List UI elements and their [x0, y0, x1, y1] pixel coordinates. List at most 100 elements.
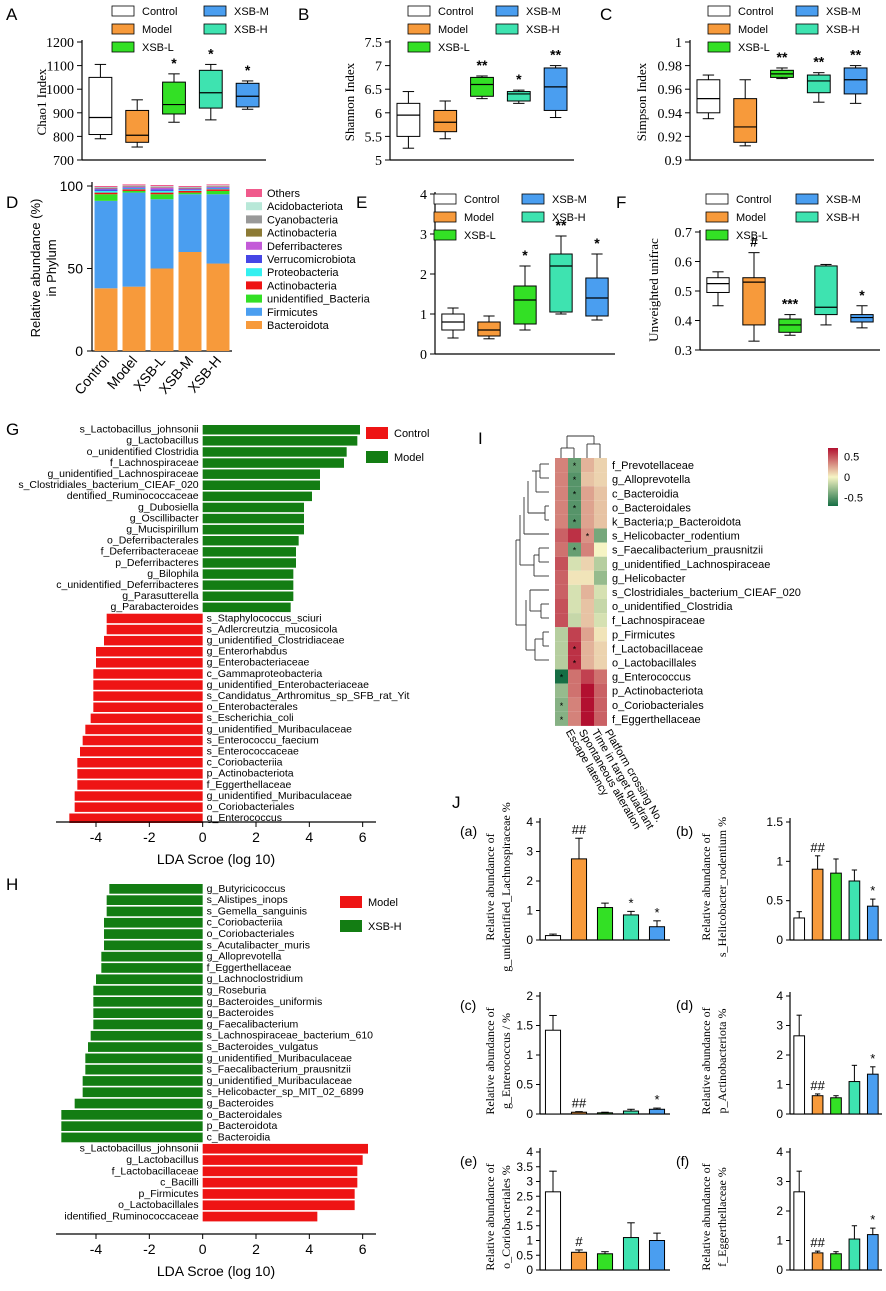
heatmap-cell	[581, 584, 594, 599]
lda-label-h: g_Lachnoclostridium	[207, 973, 304, 985]
legend-swatch-d-7	[246, 281, 262, 290]
bar-j4-xsb-m	[648, 1240, 666, 1271]
stack-segment-control-4	[94, 190, 118, 193]
heatmap-star: *	[573, 546, 577, 556]
legend-label-control: Control	[142, 6, 177, 18]
lda-bar-h	[202, 1177, 358, 1188]
lda-label-h: c_Bacteroidia	[207, 1131, 271, 1143]
bar-j2-control	[544, 1029, 562, 1115]
lda-bar-g	[202, 480, 320, 490]
heatmap-cell	[594, 584, 607, 599]
lda-label-g: g_Lactobacillus	[126, 435, 198, 447]
panel-letter-e: E	[356, 193, 367, 212]
stack-segment-xsb-l-1	[150, 199, 174, 269]
y-tick-label-j3: 2	[776, 1048, 783, 1062]
lda-label-h: c_Coriobacteriia	[207, 917, 283, 929]
y-tick-label-j1: 0	[776, 933, 783, 947]
heatmap-cell	[594, 711, 607, 726]
lda-label-g: s_Candidatus_Arthromitus_sp_SFB_rat_Yit	[207, 690, 410, 702]
y-axis-label-d-line: Relative abundance (%)	[28, 199, 43, 338]
stack-segment-xsb-m-1	[178, 194, 202, 252]
bar-j5-xsb-l	[830, 1253, 842, 1271]
box-c-xsb-h	[806, 74, 831, 94]
y-axis-label2-j1: s_Helicobacter_rodentium %	[715, 817, 729, 957]
lda-label-g: g_unidentified_Muribaculaceae	[207, 723, 353, 735]
stack-segment-control-2	[94, 194, 118, 201]
y-axis-label1-j0: Relative abundance of	[483, 833, 497, 940]
lda-label-h: s_Acutalibacter_muris	[207, 939, 310, 951]
y-tick-label-j5: 0	[776, 1263, 783, 1277]
legend-swatch-xsb-l	[705, 229, 729, 241]
legend-label-model: Model	[142, 24, 172, 36]
bar-j3-xsb-m	[866, 1073, 879, 1115]
lda-bar-g	[77, 769, 203, 779]
heatmap-row-label: c_Bacteroidia	[612, 488, 680, 500]
lda-bar-g	[93, 680, 203, 690]
heatmap-star: *	[573, 518, 577, 528]
heatmap-cell	[568, 570, 581, 585]
sig-mark-j3: *	[870, 1051, 875, 1066]
panel-letter-b: B	[298, 5, 309, 24]
stack-segment-xsb-m-3	[178, 190, 202, 193]
heatmap-cell	[555, 528, 568, 543]
heatmap-cell	[555, 542, 568, 557]
lda-bar-g	[202, 425, 360, 435]
lda-bar-h	[104, 929, 203, 939]
y-axis-label1-j5: Relative abundance of	[699, 1163, 713, 1270]
sig-mark-b-xsb-l: **	[477, 57, 488, 73]
sig-mark-c-xsb-h: **	[813, 54, 824, 70]
stack-segment-xsb-h-1	[206, 194, 230, 264]
y-tick-label-a: 1100	[47, 60, 74, 75]
stack-segment-model-6	[122, 186, 146, 188]
lda-label-h: c_Bacilli	[160, 1177, 199, 1189]
lda-bar-h	[61, 1121, 203, 1131]
lda-bar-g	[202, 569, 294, 579]
lda-label-h: g_Roseburia	[207, 985, 267, 997]
lda-label-h: p_Bacteroidota	[207, 1120, 278, 1132]
legend-label-g-0: Control	[394, 428, 429, 440]
legend-swatch-control	[407, 5, 431, 17]
legend-swatch-xsb-l	[111, 41, 135, 53]
panel-sublabel-j1: (b)	[676, 823, 693, 839]
legend-label-d-9: Firmicutes	[267, 307, 318, 319]
lda-label-h: g_Bacteroides_uniformis	[207, 996, 323, 1008]
heatmap-row-label: g_Helicobacter	[612, 573, 686, 585]
sig-mark-j2: *	[654, 1092, 659, 1107]
legend-label-d-5: Verrucomicrobiota	[267, 254, 357, 266]
y-tick-label-j2: 1.5	[516, 1019, 533, 1033]
lda-bar-g	[202, 558, 296, 568]
y-axis-label2-j2: g_Enterococcus / %	[499, 1013, 513, 1109]
legend-swatch-h-0	[340, 896, 362, 908]
sig-mark-e-xsb-h: **	[556, 217, 567, 233]
heatmap-cell	[568, 500, 581, 515]
heatmap-cell	[581, 697, 594, 712]
stack-segment-xsb-m-10	[178, 186, 202, 187]
heatmap-cell	[555, 711, 568, 726]
stack-segment-xsb-h-4	[206, 188, 230, 190]
lda-label-g: g_unidentified_Clostridiaceae	[207, 635, 345, 647]
lda-label-g: g_Mucispirillum	[126, 524, 199, 536]
x-tick-label-h: -4	[90, 1241, 103, 1257]
y-tick-label-f: 0.3	[675, 344, 693, 359]
bar-j5-control	[793, 1191, 806, 1271]
heatmap-row-label: p_Actinobacteriota	[612, 686, 704, 698]
heatmap-row-label: o_Bacteroidales	[612, 502, 691, 514]
y-tick-label-j5: 2	[776, 1204, 783, 1218]
stack-segment-xsb-l-2	[150, 194, 174, 200]
y-axis-label1-j3: Relative abundance of	[699, 1007, 713, 1114]
stack-segment-control-0	[94, 288, 118, 351]
lda-bar-h	[202, 1200, 355, 1211]
box-c-xsb-m	[843, 67, 868, 95]
heatmap-row-label: g_unidentified_Lachnospiraceae	[612, 559, 770, 571]
heatmap-star: *	[573, 489, 577, 499]
x-tick-label-h: 6	[359, 1241, 367, 1257]
lda-label-h: identified_Ruminococcaceae	[64, 1211, 198, 1223]
y-tick-label-j2: 1	[526, 1048, 533, 1062]
y-tick-label-f: 0.6	[675, 256, 693, 271]
heatmap-cell	[555, 486, 568, 501]
heatmap-row-label: f_Prevotellaceae	[612, 460, 694, 472]
lda-bar-g	[202, 469, 320, 479]
y-axis-label-a: Chao1 Index	[34, 68, 49, 135]
legend-swatch-g-0	[366, 427, 388, 439]
lda-label-h: s_Gemella_sanguinis	[207, 905, 307, 917]
